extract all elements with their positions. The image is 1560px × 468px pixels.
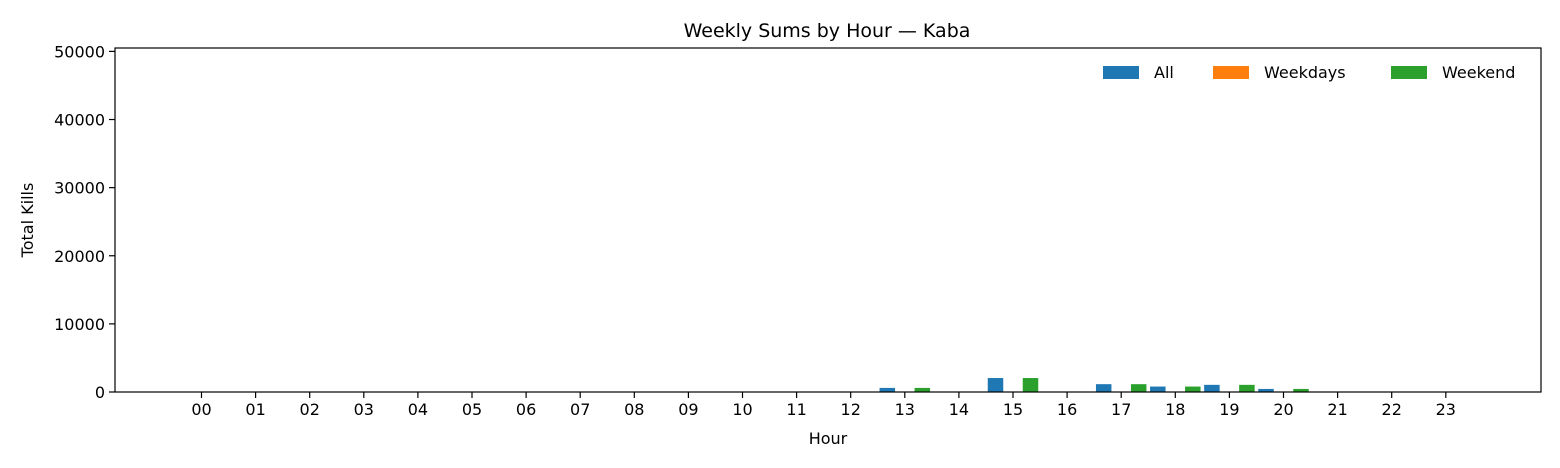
x-tick-label: 03 [354, 400, 374, 419]
x-tick-label: 10 [732, 400, 752, 419]
x-tick-label: 19 [1219, 400, 1239, 419]
x-tick-label: 02 [300, 400, 320, 419]
legend-swatch-weekdays [1213, 66, 1249, 79]
x-tick-label: 16 [1057, 400, 1077, 419]
x-tick-label: 06 [516, 400, 536, 419]
legend-label-weekdays: Weekdays [1264, 63, 1346, 82]
x-axis-label: Hour [809, 429, 848, 448]
y-tick-label: 30000 [54, 179, 105, 198]
x-tick-label: 04 [408, 400, 428, 419]
legend: All Weekdays Weekend [1103, 63, 1515, 82]
x-axis-ticks: 00 01 02 03 04 05 06 07 08 09 10 11 12 13 14 15 16 17 18 19… [191, 392, 1456, 419]
legend-label-weekend: Weekend [1442, 63, 1515, 82]
y-tick-label: 10000 [54, 315, 105, 334]
x-tick-label: 00 [191, 400, 211, 419]
bar-all-17 [1095, 384, 1112, 392]
bar-weekend-19 [1239, 384, 1255, 392]
bar-weekend-17 [1130, 384, 1147, 392]
bar-weekend-18 [1185, 386, 1201, 392]
legend-swatch-weekend [1391, 66, 1427, 79]
bar-all-13 [879, 387, 896, 392]
bar-weekend-13 [914, 387, 931, 392]
bars-layer [879, 378, 1309, 392]
x-tick-label: 18 [1165, 400, 1185, 419]
y-tick-label: 0 [95, 383, 105, 402]
x-tick-label: 08 [624, 400, 644, 419]
bar-all-20 [1258, 388, 1274, 392]
bar-weekend-20 [1293, 388, 1309, 392]
x-tick-label: 11 [786, 400, 806, 419]
bar-all-19 [1204, 384, 1220, 392]
x-tick-label: 12 [841, 400, 861, 419]
bar-all-15 [987, 378, 1004, 392]
x-tick-label: 23 [1436, 400, 1456, 419]
x-tick-label: 17 [1111, 400, 1131, 419]
x-tick-label: 05 [462, 400, 482, 419]
y-tick-label: 40000 [54, 111, 105, 130]
x-tick-label: 13 [895, 400, 915, 419]
x-tick-label: 09 [678, 400, 698, 419]
x-tick-label: 15 [1003, 400, 1023, 419]
y-axis-ticks: 0 10000 20000 30000 40000 50000 [54, 42, 115, 402]
x-tick-label: 14 [949, 400, 969, 419]
x-tick-label: 22 [1382, 400, 1402, 419]
y-axis-label: Total Kills [18, 183, 37, 259]
bar-all-18 [1150, 386, 1166, 392]
y-tick-label: 50000 [54, 42, 105, 61]
x-tick-label: 07 [570, 400, 590, 419]
bar-weekend-15 [1022, 378, 1039, 392]
plot-frame [114, 47, 1542, 393]
y-tick-label: 20000 [54, 247, 105, 266]
x-tick-label: 20 [1273, 400, 1293, 419]
x-tick-label: 21 [1327, 400, 1347, 419]
legend-swatch-all [1103, 66, 1139, 79]
legend-label-all: All [1154, 63, 1174, 82]
chart-title: Weekly Sums by Hour — Kaba [684, 20, 971, 42]
x-tick-label: 01 [245, 400, 265, 419]
